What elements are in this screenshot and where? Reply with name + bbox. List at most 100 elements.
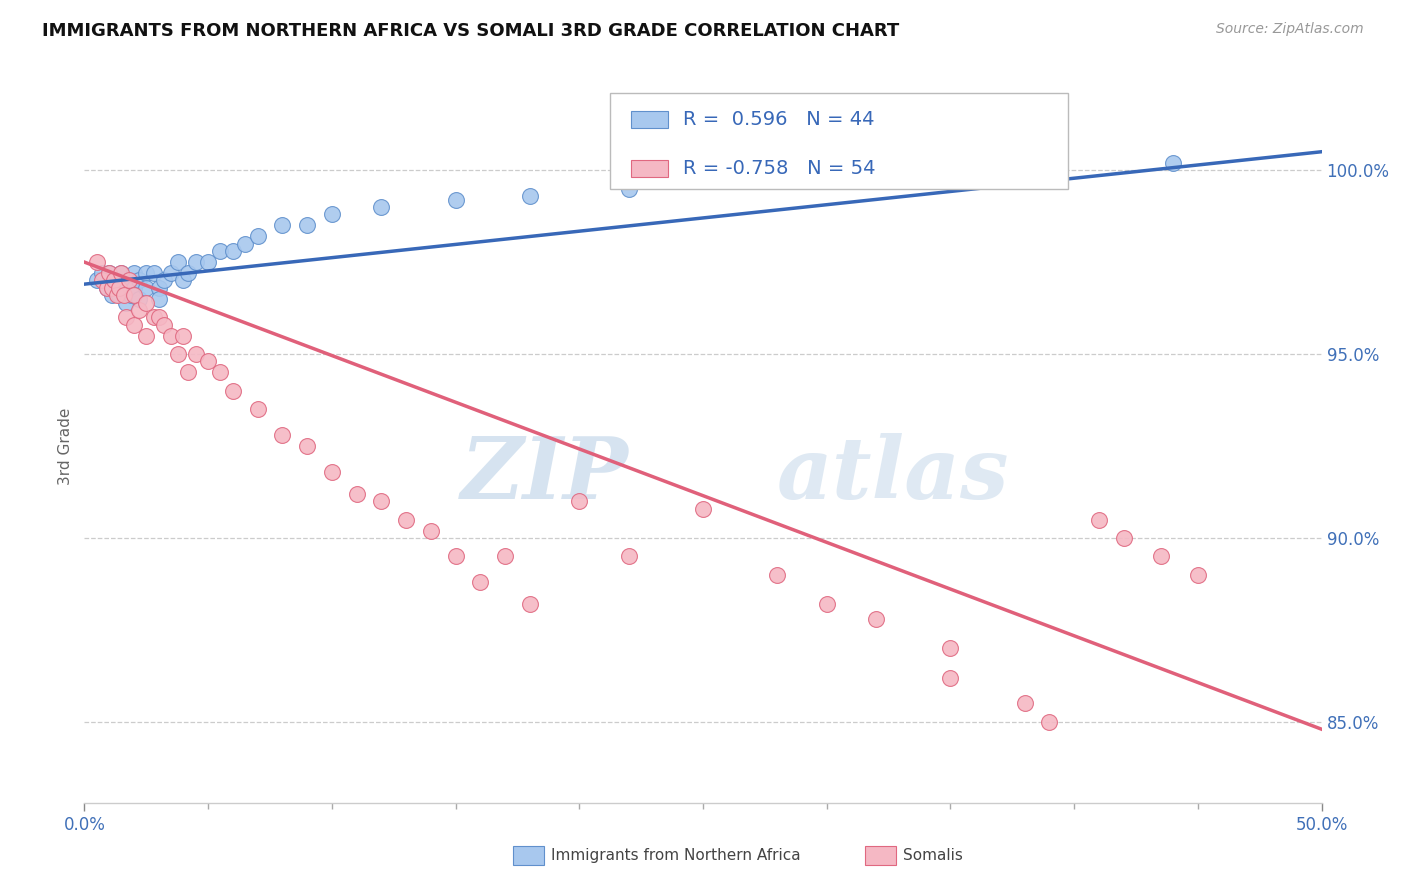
Point	[148, 281, 170, 295]
Point	[395, 512, 418, 526]
Point	[167, 347, 190, 361]
Point	[100, 281, 122, 295]
Point	[122, 281, 145, 295]
Point	[617, 549, 640, 564]
FancyBboxPatch shape	[610, 93, 1069, 189]
Point	[90, 266, 112, 280]
Point	[128, 273, 150, 287]
Point	[96, 281, 118, 295]
Point	[118, 273, 141, 287]
Point	[90, 273, 112, 287]
Point	[246, 229, 269, 244]
Point	[815, 597, 838, 611]
Point	[692, 501, 714, 516]
Point	[184, 255, 207, 269]
Point	[103, 273, 125, 287]
Point	[160, 328, 183, 343]
Point	[110, 266, 132, 280]
Point	[148, 292, 170, 306]
Point	[271, 219, 294, 233]
Point	[96, 281, 118, 295]
Text: Source: ZipAtlas.com: Source: ZipAtlas.com	[1216, 22, 1364, 37]
Bar	[631, 160, 668, 177]
Point	[152, 273, 174, 287]
Text: Somalis: Somalis	[903, 848, 963, 863]
Point	[128, 292, 150, 306]
Point	[233, 236, 256, 251]
Point	[222, 244, 245, 258]
Point	[160, 266, 183, 280]
Point	[122, 288, 145, 302]
Point	[148, 310, 170, 325]
Point	[177, 266, 200, 280]
Point	[841, 167, 863, 181]
Point	[519, 597, 541, 611]
Point	[568, 494, 591, 508]
Point	[617, 181, 640, 195]
Point	[142, 266, 165, 280]
Text: atlas: atlas	[778, 433, 1010, 516]
Point	[184, 347, 207, 361]
Point	[115, 295, 138, 310]
Point	[1187, 567, 1209, 582]
Point	[419, 524, 441, 538]
Bar	[631, 111, 668, 128]
Point	[98, 266, 121, 280]
Point	[444, 193, 467, 207]
Point	[86, 273, 108, 287]
Point	[177, 366, 200, 380]
Point	[939, 641, 962, 656]
Point	[865, 612, 887, 626]
Point	[152, 318, 174, 332]
Point	[470, 575, 492, 590]
Point	[321, 465, 343, 479]
Text: R = -0.758   N = 54: R = -0.758 N = 54	[683, 159, 876, 178]
Point	[142, 310, 165, 325]
Point	[86, 255, 108, 269]
Text: ZIP: ZIP	[461, 433, 628, 516]
Point	[1014, 163, 1036, 178]
Point	[120, 288, 142, 302]
Point	[197, 255, 219, 269]
Point	[295, 219, 318, 233]
Point	[108, 288, 131, 302]
Point	[115, 310, 138, 325]
Point	[494, 549, 516, 564]
Point	[1112, 531, 1135, 545]
Point	[209, 366, 232, 380]
Point	[197, 354, 219, 368]
Point	[519, 189, 541, 203]
Text: R =  0.596   N = 44: R = 0.596 N = 44	[683, 110, 875, 129]
Point	[1014, 697, 1036, 711]
Point	[103, 273, 125, 287]
Point	[321, 207, 343, 221]
Point	[100, 288, 122, 302]
Point	[135, 281, 157, 295]
Point	[135, 266, 157, 280]
Point	[1150, 549, 1173, 564]
Y-axis label: 3rd Grade: 3rd Grade	[58, 408, 73, 484]
Point	[128, 302, 150, 317]
Point	[112, 281, 135, 295]
Point	[717, 170, 740, 185]
Point	[105, 281, 128, 295]
Point	[135, 295, 157, 310]
Point	[370, 200, 392, 214]
Text: IMMIGRANTS FROM NORTHERN AFRICA VS SOMALI 3RD GRADE CORRELATION CHART: IMMIGRANTS FROM NORTHERN AFRICA VS SOMAL…	[42, 22, 900, 40]
Point	[122, 266, 145, 280]
Point	[1038, 714, 1060, 729]
Point	[939, 671, 962, 685]
Point	[98, 266, 121, 280]
Point	[110, 266, 132, 280]
Point	[172, 273, 194, 287]
Point	[122, 318, 145, 332]
Point	[766, 567, 789, 582]
Point	[1088, 512, 1111, 526]
Point	[271, 428, 294, 442]
Text: Immigrants from Northern Africa: Immigrants from Northern Africa	[551, 848, 801, 863]
Point	[370, 494, 392, 508]
Point	[209, 244, 232, 258]
Point	[105, 288, 128, 302]
Point	[346, 487, 368, 501]
Point	[246, 402, 269, 417]
